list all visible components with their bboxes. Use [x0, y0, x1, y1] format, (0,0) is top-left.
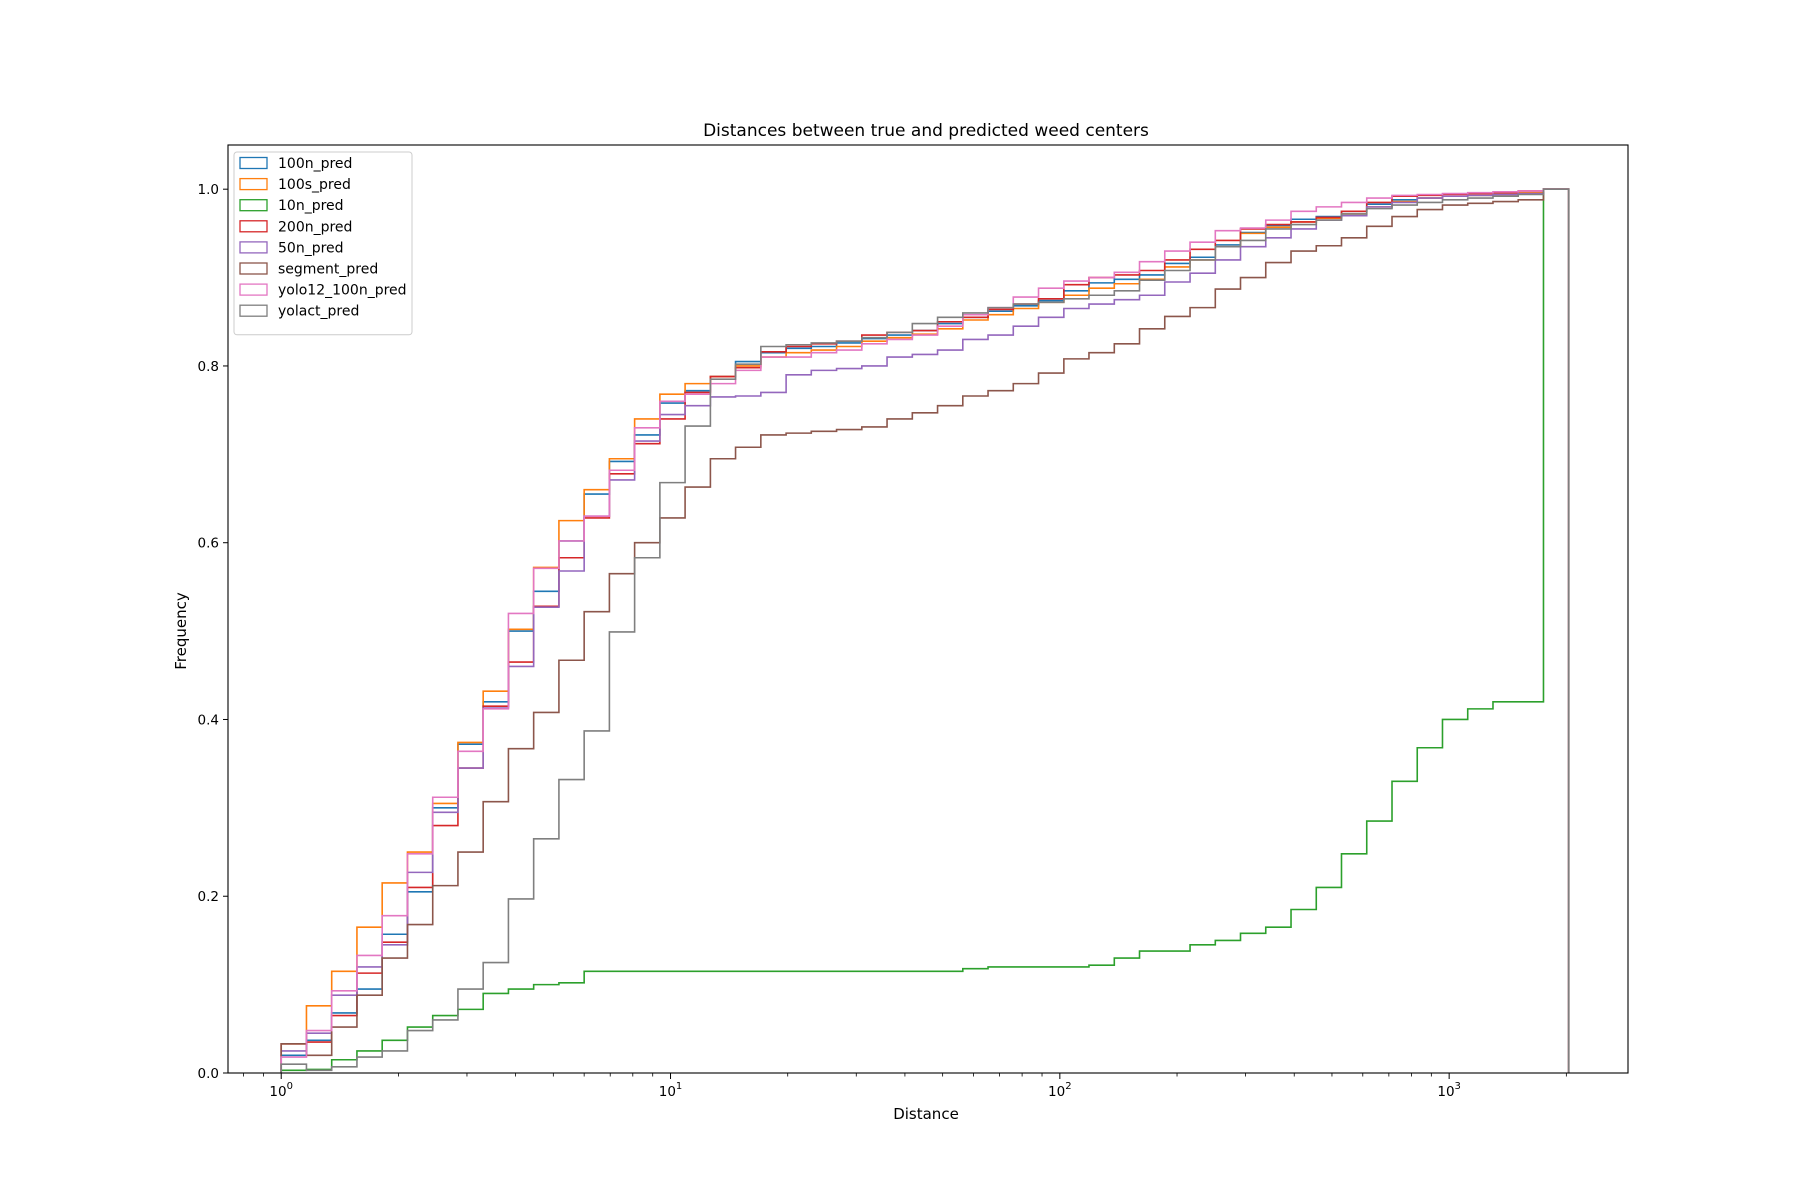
legend-swatch — [239, 156, 268, 170]
series-line-yolact-pred — [280, 188, 1570, 1073]
series-line-200n-pred — [280, 188, 1570, 1073]
series-line-yolo12-100n-pred — [280, 188, 1570, 1073]
legend-swatch — [239, 220, 268, 233]
legend-label: yolact_pred — [278, 304, 359, 320]
legend-label: 100n_pred — [278, 156, 352, 172]
y-tick-label: 0.6 — [198, 536, 219, 552]
y-axis-label: Frequency — [172, 592, 190, 670]
axes-frame — [227, 144, 1629, 1074]
legend-label: 200n_pred — [278, 219, 352, 235]
legend-label: 50n_pred — [278, 240, 344, 256]
legend-swatch — [239, 199, 268, 212]
legend-label: 100s_pred — [278, 177, 351, 193]
legend-swatch — [239, 177, 268, 191]
series-line-segment-pred — [280, 188, 1570, 1073]
legend-swatch — [239, 262, 268, 275]
y-tick-label: 0.8 — [198, 359, 219, 375]
series-line-50n-pred — [280, 188, 1570, 1073]
axes: 0.0 0.2 0.4 0.6 0.8 1.0 100 101 102 103 — [198, 144, 1629, 1100]
legend-swatch — [239, 283, 268, 296]
legend-label: 10n_pred — [278, 198, 344, 214]
y-tick-label: 0.0 — [198, 1066, 219, 1082]
y-tick-label: 1.0 — [198, 182, 219, 198]
x-tick-label: 100 — [269, 1081, 293, 1100]
legend: 100n_pred 100s_pred 10n_pred 200n_pred 50n_p… — [233, 151, 413, 336]
legend-label: yolo12_100n_pred — [278, 283, 407, 299]
x-axis-label: Distance — [893, 1105, 959, 1123]
series-group — [280, 188, 1570, 1073]
y-tick-label: 0.2 — [198, 889, 219, 905]
plot-area — [280, 188, 1570, 1073]
x-tick-label: 103 — [1437, 1081, 1461, 1100]
legend-swatch — [239, 304, 268, 317]
legend-box — [233, 151, 413, 336]
legend-swatch — [239, 241, 268, 254]
x-tick-label: 102 — [1048, 1081, 1072, 1100]
y-tick-label: 0.4 — [198, 712, 219, 728]
legend-label: segment_pred — [278, 262, 378, 278]
chart-title: Distances between true and predicted wee… — [703, 121, 1149, 141]
x-tick-label: 101 — [659, 1081, 683, 1100]
